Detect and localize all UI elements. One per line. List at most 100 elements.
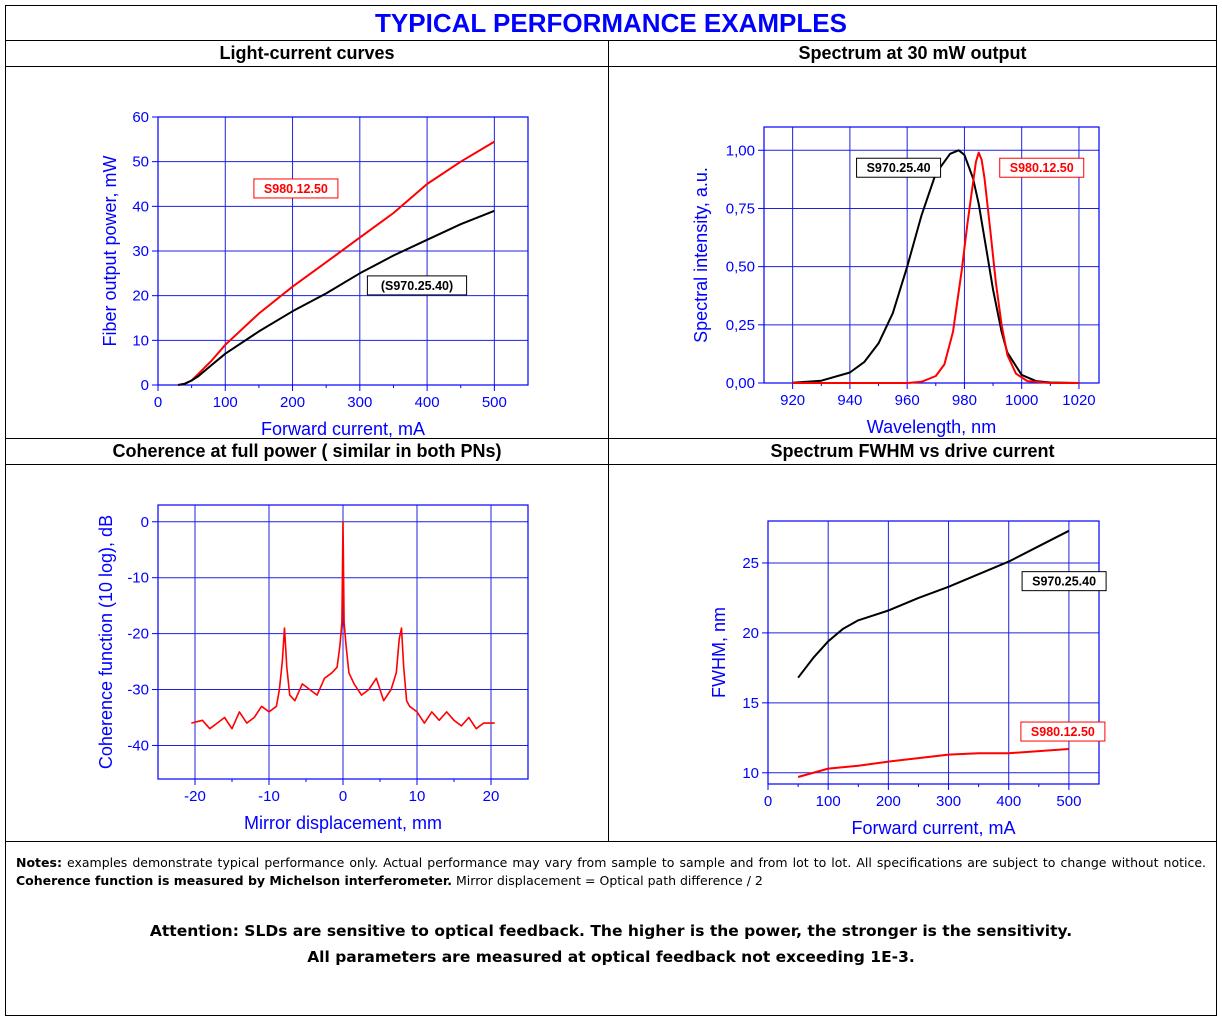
y-axis-label: Spectral intensity, a.u. xyxy=(691,167,711,343)
x-axis-label: Forward current, mA xyxy=(261,419,425,439)
divider xyxy=(608,40,609,841)
annotation-box xyxy=(1020,721,1106,742)
divider xyxy=(6,464,1216,465)
attention-line-2: All parameters are measured at optical f… xyxy=(307,948,915,966)
x-tick-label: 940 xyxy=(837,392,862,409)
panel-title-light-current: Light-current curves xyxy=(219,43,395,63)
y-tick-label: 0 xyxy=(141,514,149,531)
y-tick-label: 20 xyxy=(742,625,759,642)
divider xyxy=(6,66,1216,67)
x-tick-label: 0 xyxy=(339,788,347,805)
x-tick-label: 0 xyxy=(764,793,772,810)
attention-line-1: : SLDs are sensitive to optical feedback… xyxy=(232,922,1073,940)
x-tick-label: -10 xyxy=(258,788,280,805)
x-tick-label: 100 xyxy=(213,394,238,411)
y-tick-label: 25 xyxy=(742,555,759,572)
x-tick-label: 500 xyxy=(1056,793,1081,810)
panel-title-fwhm: Spectrum FWHM vs drive current xyxy=(770,441,1055,461)
annotation-label: S980.12.50 xyxy=(1010,161,1074,175)
annotation-box xyxy=(253,178,339,199)
annotation-label: S970.25.40 xyxy=(1032,575,1096,589)
panel-title-coherence: Coherence at full power ( similar in bot… xyxy=(112,441,502,461)
datasheet-frame: TYPICAL PERFORMANCE EXAMPLES Light-curre… xyxy=(5,5,1217,1016)
series-line xyxy=(792,149,1080,384)
x-axis-label: Forward current, mA xyxy=(851,818,1015,838)
y-tick-label: 40 xyxy=(132,198,149,215)
series-line xyxy=(191,520,495,730)
panel-title-spectrum: Spectrum at 30 mW output xyxy=(798,43,1027,63)
y-axis-label: Fiber output power, mW xyxy=(100,155,120,346)
light-current-chart: 0 100 200 300 400 500 0 10 20 30 40 50 60 Forward cur… xyxy=(100,109,529,439)
x-tick-label: 300 xyxy=(936,793,961,810)
x-tick-label: 10 xyxy=(409,788,426,805)
annotation-box xyxy=(856,157,942,178)
annotation-box xyxy=(366,275,468,296)
y-tick-label: 60 xyxy=(132,109,149,126)
notes: Notes: examples demonstrate typical perf… xyxy=(16,854,1206,890)
x-tick-label: 980 xyxy=(952,392,977,409)
annotation-label: S970.25.40 xyxy=(867,161,931,175)
page-title: TYPICAL PERFORMANCE EXAMPLES xyxy=(375,8,847,38)
x-axis-label: Mirror displacement, mm xyxy=(244,813,442,833)
x-axis-label: Wavelength, nm xyxy=(867,417,996,437)
x-tick-label: -20 xyxy=(184,788,206,805)
x-tick-label: 920 xyxy=(780,392,805,409)
series-line xyxy=(178,209,495,386)
series-annotation: S980.12.50 xyxy=(1020,721,1106,742)
x-tick-label: 400 xyxy=(415,394,440,411)
y-tick-label: 0,25 xyxy=(726,317,755,334)
attention-notice: Attention: SLDs are sensitive to optical… xyxy=(6,918,1216,970)
x-tick-label: 960 xyxy=(895,392,920,409)
annotation-label: (S970.25.40) xyxy=(381,279,453,293)
coherence-chart: -20 -10 0 10 20 -40 -30 -20 -10 0 Mirror displacem… xyxy=(96,504,529,833)
spectrum-chart: 920 940 960 980 1000 1020 0,00 0,25 0,50 0,75 1,00… xyxy=(691,126,1100,437)
y-tick-label: 30 xyxy=(132,243,149,260)
y-tick-label: 10 xyxy=(132,332,149,349)
y-tick-label: -10 xyxy=(127,570,149,587)
x-tick-label: 1000 xyxy=(1005,392,1038,409)
plot-frame xyxy=(763,126,1100,384)
y-axis-label: FWHM, nm xyxy=(709,607,729,698)
y-tick-label: 15 xyxy=(742,695,759,712)
y-tick-label: 50 xyxy=(132,154,149,171)
y-tick-label: 0,50 xyxy=(726,259,755,276)
y-tick-label: -20 xyxy=(127,626,149,643)
x-tick-label: 0 xyxy=(154,394,162,411)
plot-frame xyxy=(767,520,1100,785)
x-tick-label: 400 xyxy=(996,793,1021,810)
y-tick-label: 0 xyxy=(141,377,149,394)
series-annotation: S970.25.40 xyxy=(856,157,942,178)
notes-bold-text: Coherence function is measured by Michel… xyxy=(16,873,453,888)
y-tick-label: 10 xyxy=(742,765,759,782)
notes-label: Notes: xyxy=(16,855,62,870)
y-tick-label: 0,75 xyxy=(726,200,755,217)
x-tick-label: 300 xyxy=(347,394,372,411)
series-annotation: S980.12.50 xyxy=(253,178,339,199)
y-tick-label: 1,00 xyxy=(726,142,755,159)
y-tick-label: -40 xyxy=(127,737,149,754)
series-annotation: (S970.25.40) xyxy=(366,275,468,296)
annotation-box xyxy=(999,157,1085,178)
divider xyxy=(6,841,1216,842)
series-annotation: S970.25.40 xyxy=(1021,571,1107,592)
x-tick-label: 1020 xyxy=(1062,392,1095,409)
x-tick-label: 20 xyxy=(483,788,500,805)
divider xyxy=(6,438,1216,439)
y-tick-label: 20 xyxy=(132,288,149,305)
annotation-label: S980.12.50 xyxy=(264,182,328,196)
divider xyxy=(6,40,1216,41)
fwhm-chart: 0 100 200 300 400 500 10 15 20 25 Forward current,… xyxy=(709,520,1107,838)
series-line xyxy=(792,151,1079,384)
y-tick-label: 0,00 xyxy=(726,375,755,392)
attention-label: Attention xyxy=(149,922,233,940)
series-line xyxy=(797,748,1069,778)
x-tick-label: 200 xyxy=(876,793,901,810)
y-axis-label: Coherence function (10 log), dB xyxy=(96,515,116,769)
notes-text: examples demonstrate typical performance… xyxy=(61,855,1206,870)
annotation-box xyxy=(1021,571,1107,592)
series-line xyxy=(797,529,1070,679)
notes-text-end: Mirror displacement = Optical path diffe… xyxy=(452,873,763,888)
y-tick-label: -30 xyxy=(127,682,149,699)
annotation-label: S980.12.50 xyxy=(1031,725,1095,739)
series-annotation: S980.12.50 xyxy=(999,157,1085,178)
